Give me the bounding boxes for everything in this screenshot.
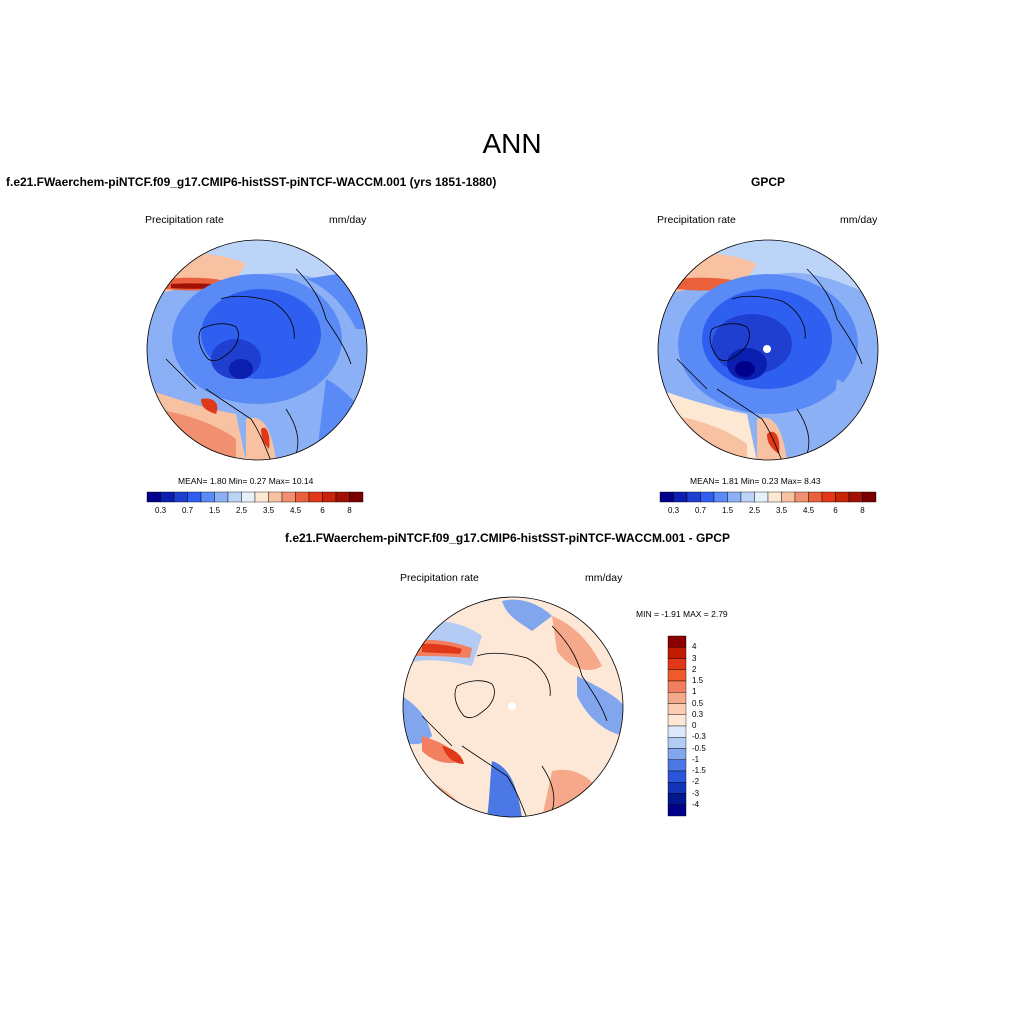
colorbar-swatch — [227, 491, 242, 503]
colorbar-swatch — [254, 491, 269, 503]
colorbar-tick-label: 8 — [347, 506, 352, 515]
colorbar-tick-label: 0.3 — [692, 709, 704, 719]
colorbar-swatch — [667, 748, 687, 760]
colorbar-swatch — [667, 680, 687, 693]
colorbar-swatch — [200, 491, 215, 503]
colorbar-swatch — [667, 703, 687, 715]
colorbar-tick-label: 3.5 — [262, 506, 275, 515]
colorbar-swatch — [281, 491, 296, 503]
obs-stats: MEAN= 1.81 Min= 0.23 Max= 8.43 — [690, 476, 821, 486]
colorbar-tick-label: 0.5 — [692, 698, 704, 708]
colorbar-tick-label: 4 — [692, 642, 697, 652]
colorbar-tick-label: 3.5 — [775, 506, 788, 515]
colorbar-tick-label: 4.5 — [802, 506, 815, 515]
colorbar-swatch — [808, 491, 823, 503]
colorbar-swatch — [686, 491, 701, 503]
colorbar-tick-label: 1.5 — [692, 676, 704, 685]
colorbar-swatch — [667, 669, 687, 682]
colorbar-swatch — [667, 714, 687, 727]
colorbar-swatch — [667, 804, 687, 817]
colorbar-swatch — [667, 725, 687, 738]
colorbar-swatch — [821, 491, 836, 503]
colorbar-tick-label: 6 — [320, 506, 325, 515]
colorbar-swatch — [835, 491, 850, 503]
obs-variable-label: Precipitation rate — [657, 214, 736, 226]
colorbar-swatch — [794, 491, 809, 503]
colorbar-swatch — [295, 491, 310, 503]
colorbar-swatch — [214, 491, 229, 503]
colorbar-swatch — [727, 491, 742, 503]
colorbar-swatch — [667, 647, 687, 659]
colorbar-swatch — [862, 491, 877, 503]
colorbar-tick-label: 2 — [692, 664, 697, 674]
diff-stats: MIN = -1.91 MAX = 2.79 — [636, 609, 728, 619]
diff-variable-label: Precipitation rate — [400, 572, 479, 584]
colorbar-tick-label: 1 — [692, 687, 697, 697]
model-stats: MEAN= 1.80 Min= 0.27 Max= 10.14 — [178, 476, 314, 486]
colorbar-swatch — [349, 491, 364, 503]
diff-units-label: mm/day — [585, 572, 623, 584]
colorbar-tick-label: -1 — [692, 754, 700, 764]
colorbar-swatch — [740, 491, 755, 503]
colorbar-swatch — [667, 782, 687, 794]
colorbar-tick-label: -3 — [692, 788, 700, 798]
colorbar-tick-label: 2.5 — [748, 506, 761, 515]
colorbar-tick-label: 6 — [833, 506, 838, 515]
colorbar-swatch — [667, 770, 687, 783]
colorbar-swatch — [781, 491, 796, 503]
colorbar-swatch — [146, 491, 161, 503]
colorbar-tick-label: 3 — [692, 653, 697, 663]
colorbar-swatch — [667, 692, 687, 704]
colorbar-tick-label: 0.3 — [667, 506, 680, 515]
colorbar-tick-label: 0.3 — [154, 506, 167, 515]
obs-polar-map — [657, 239, 879, 461]
colorbar-swatch — [667, 793, 687, 805]
colorbar-swatch — [173, 491, 188, 503]
colorbar-tick-label: 1.5 — [721, 506, 734, 515]
colorbar-tick-label: 0.7 — [181, 506, 194, 515]
colorbar-swatch — [700, 491, 715, 503]
colorbar-tick-label: 2.5 — [235, 506, 248, 515]
model-variable-label: Precipitation rate — [145, 214, 224, 226]
colorbar-swatch — [713, 491, 728, 503]
colorbar-tick-label: -4 — [692, 799, 700, 809]
diff-panel-title: f.e21.FWaerchem-piNTCF.f09_g17.CMIP6-his… — [285, 531, 730, 545]
colorbar-tick-label: 0.7 — [694, 506, 707, 515]
model-colorbar — [146, 491, 364, 503]
colorbar-tick-label: 1.5 — [208, 506, 221, 515]
colorbar-swatch — [667, 658, 687, 670]
model-units-label: mm/day — [329, 214, 367, 226]
colorbar-swatch — [767, 491, 782, 503]
colorbar-swatch — [308, 491, 323, 503]
colorbar-swatch — [241, 491, 256, 503]
figure-title: ANN — [482, 128, 542, 159]
colorbar-tick-label: -0.5 — [692, 743, 706, 753]
model-panel-title: f.e21.FWaerchem-piNTCF.f09_g17.CMIP6-his… — [6, 175, 497, 189]
colorbar-swatch — [667, 635, 687, 648]
colorbar-tick-label: 4.5 — [289, 506, 302, 515]
colorbar-tick-label: -2 — [692, 777, 700, 787]
colorbar-swatch — [268, 491, 283, 503]
obs-units-label: mm/day — [840, 214, 878, 226]
colorbar-swatch — [187, 491, 202, 503]
colorbar-swatch — [667, 737, 687, 749]
colorbar-swatch — [673, 491, 688, 503]
colorbar-tick-label: 8 — [860, 506, 865, 515]
colorbar-swatch — [659, 491, 674, 503]
colorbar-swatch — [848, 491, 863, 503]
colorbar-swatch — [322, 491, 337, 503]
colorbar-tick-label: -1.5 — [692, 766, 706, 775]
colorbar-swatch — [754, 491, 769, 503]
model-polar-map — [146, 239, 368, 461]
obs-panel-title: GPCP — [751, 175, 786, 189]
diff-colorbar — [667, 635, 687, 817]
colorbar-tick-label: -0.3 — [692, 732, 706, 742]
diff-polar-map — [402, 596, 624, 818]
colorbar-swatch — [667, 759, 687, 772]
obs-colorbar — [659, 491, 877, 503]
colorbar-swatch — [160, 491, 175, 503]
colorbar-swatch — [335, 491, 350, 503]
colorbar-tick-label: 0 — [692, 721, 697, 730]
